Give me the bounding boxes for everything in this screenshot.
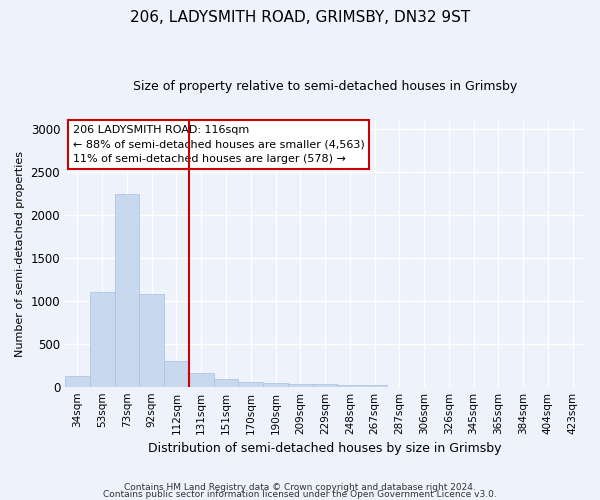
Bar: [263, 383, 288, 386]
Title: Size of property relative to semi-detached houses in Grimsby: Size of property relative to semi-detach…: [133, 80, 517, 93]
Bar: [139, 294, 164, 386]
Bar: [288, 384, 313, 386]
Text: Contains HM Land Registry data © Crown copyright and database right 2024.: Contains HM Land Registry data © Crown c…: [124, 484, 476, 492]
Bar: [115, 194, 139, 386]
Text: 206, LADYSMITH ROAD, GRIMSBY, DN32 9ST: 206, LADYSMITH ROAD, GRIMSBY, DN32 9ST: [130, 10, 470, 25]
Bar: [313, 384, 337, 386]
Bar: [189, 373, 214, 386]
Bar: [90, 292, 115, 386]
Text: 206 LADYSMITH ROAD: 116sqm
← 88% of semi-detached houses are smaller (4,563)
11%: 206 LADYSMITH ROAD: 116sqm ← 88% of semi…: [73, 124, 365, 164]
Bar: [164, 361, 189, 386]
X-axis label: Distribution of semi-detached houses by size in Grimsby: Distribution of semi-detached houses by …: [148, 442, 502, 455]
Bar: [214, 379, 238, 386]
Bar: [362, 384, 387, 386]
Bar: [238, 382, 263, 386]
Y-axis label: Number of semi-detached properties: Number of semi-detached properties: [15, 150, 25, 356]
Text: Contains public sector information licensed under the Open Government Licence v3: Contains public sector information licen…: [103, 490, 497, 499]
Bar: [65, 376, 90, 386]
Bar: [337, 384, 362, 386]
